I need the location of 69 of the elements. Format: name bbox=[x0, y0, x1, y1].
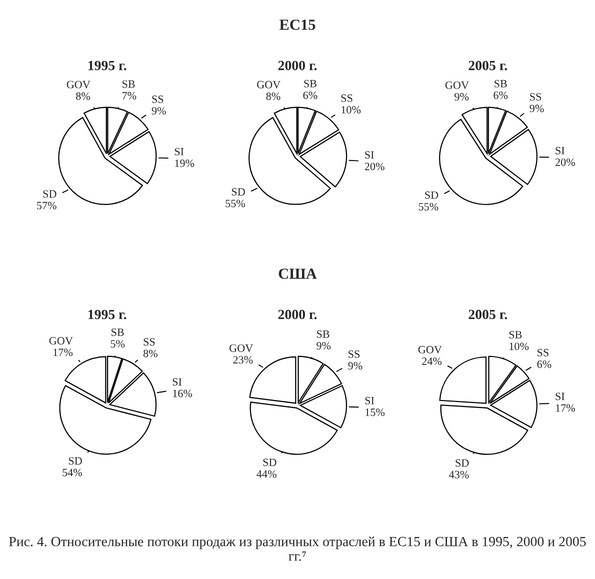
slice-label: SS bbox=[530, 93, 542, 101]
slice-label: GOV bbox=[49, 337, 73, 345]
data-label: 9% bbox=[152, 107, 166, 115]
data-label: 8% bbox=[143, 350, 158, 358]
data-label: 19% bbox=[175, 160, 194, 168]
slice-label: SI bbox=[172, 378, 182, 386]
slice-label: SI bbox=[365, 396, 374, 404]
data-label: 6% bbox=[494, 92, 508, 100]
slice-label: SI bbox=[556, 392, 564, 400]
data-label: 9% bbox=[530, 104, 544, 112]
slice-label: SB bbox=[112, 328, 124, 336]
slice-label: SD bbox=[456, 459, 469, 467]
slice-label: SB bbox=[304, 80, 316, 88]
slice-label: SS bbox=[538, 348, 548, 356]
text: США bbox=[278, 268, 317, 279]
data-label: 6% bbox=[537, 360, 552, 368]
slice-label: SI bbox=[365, 151, 374, 159]
chart-title: 2000 г. bbox=[278, 60, 317, 70]
slice-label: SB bbox=[494, 80, 507, 88]
chart-title: 2005 г. bbox=[468, 60, 508, 70]
slice-label: GOV bbox=[445, 81, 469, 89]
slice-label: SB bbox=[316, 330, 330, 338]
slice-label: SD bbox=[43, 190, 56, 198]
data-label: 5% bbox=[110, 340, 125, 348]
chart-title: 2005 г. bbox=[468, 310, 508, 320]
data-label: 9% bbox=[454, 93, 469, 101]
text: Рис. 4. Относительные потоки продаж из различных отраслей в ЕС15 и США в 1995, 2000 и 2005 гг.⁷ bbox=[9, 536, 586, 561]
slice-label: SD bbox=[425, 191, 438, 199]
slice-label: GOV bbox=[230, 344, 253, 352]
data-label: 43% bbox=[449, 470, 469, 478]
data-label: 44% bbox=[256, 470, 276, 478]
slice-label: SS bbox=[348, 350, 360, 358]
data-label: 17% bbox=[54, 348, 73, 356]
data-label: 9% bbox=[348, 362, 362, 370]
data-label: 54% bbox=[62, 468, 82, 476]
slice-label: SS bbox=[152, 96, 164, 103]
slice-label: SB bbox=[509, 330, 522, 338]
data-label: 8% bbox=[266, 92, 280, 100]
data-label: 17% bbox=[556, 404, 575, 412]
data-label: 20% bbox=[555, 158, 575, 166]
data-label: 20% bbox=[364, 162, 384, 170]
data-label: 7% bbox=[122, 92, 136, 100]
data-label: 55% bbox=[226, 200, 246, 208]
slice-label: SD bbox=[232, 188, 245, 196]
text: ЕС15 bbox=[280, 20, 316, 30]
data-label: 24% bbox=[422, 357, 442, 366]
slice-label: SD bbox=[68, 457, 82, 465]
slice-label: SD bbox=[263, 458, 276, 466]
data-label: 57% bbox=[37, 202, 56, 210]
data-label: 8% bbox=[76, 92, 90, 100]
slice-label: GOV bbox=[257, 80, 281, 88]
data-label: 10% bbox=[510, 342, 529, 350]
data-label: 15% bbox=[366, 408, 385, 416]
slice-label: SI bbox=[556, 146, 564, 154]
data-label: 9% bbox=[316, 342, 331, 350]
chart-title: 2000 г. bbox=[278, 310, 317, 320]
data-label: 6% bbox=[303, 92, 318, 100]
slice-label: SS bbox=[144, 338, 155, 346]
chart-title: 1995 г. bbox=[88, 60, 126, 70]
chart-title: 1995 г. bbox=[88, 310, 126, 320]
slice-label: SI bbox=[174, 148, 184, 156]
slice-label: SB bbox=[122, 80, 135, 88]
slice-label: GOV bbox=[418, 346, 442, 354]
data-label: 16% bbox=[173, 390, 192, 398]
slice-label: GOV bbox=[66, 80, 90, 88]
data-label: 10% bbox=[342, 106, 361, 114]
data-label: 55% bbox=[418, 202, 438, 210]
data-label: 23% bbox=[233, 356, 253, 364]
slice-label: SS bbox=[341, 94, 352, 102]
